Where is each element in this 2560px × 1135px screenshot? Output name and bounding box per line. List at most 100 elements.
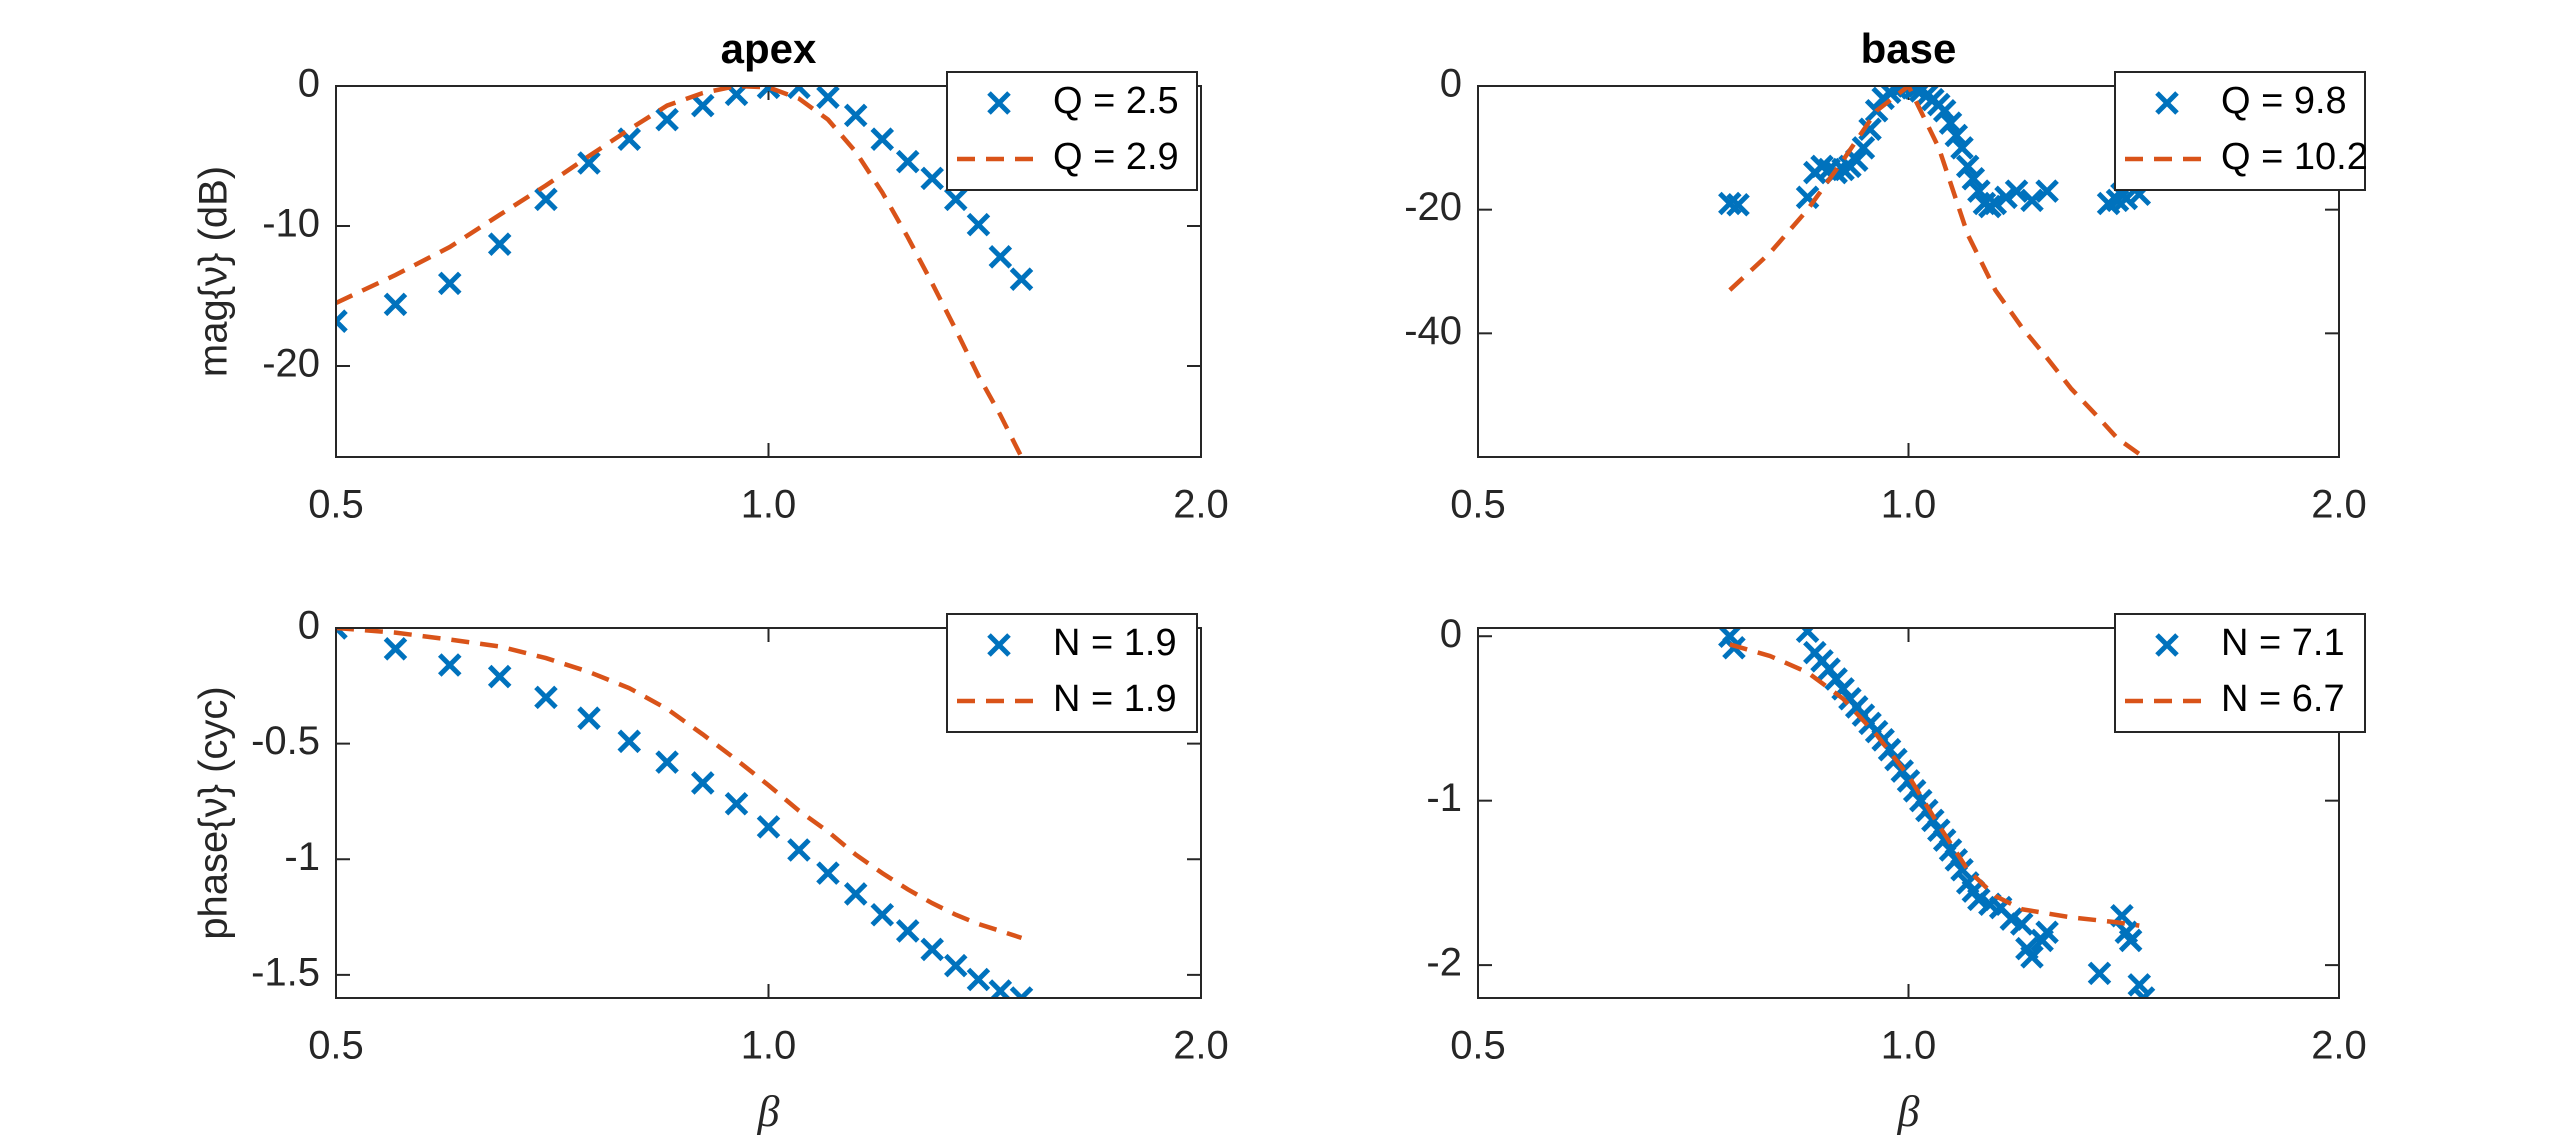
marker [487,232,512,256]
marker [943,953,968,978]
marker [966,212,991,237]
marker [895,149,920,174]
marker [383,637,408,661]
chart-title: apex [721,25,817,72]
marker [2118,928,2143,953]
marker [2127,973,2152,997]
legend-label: N = 1.9 [1053,622,1177,664]
marker [617,729,642,754]
legend-label: Q = 10.2 [2221,136,2368,178]
marker [655,750,679,774]
y-tick-label: -0.5 [251,719,320,763]
marker [895,919,920,943]
plot-area [1718,628,2156,998]
plot-area [1718,86,2152,457]
y-axis-label: phase{ν} (cyc) [192,686,236,939]
marker [870,902,895,927]
marker [2020,188,2044,213]
y-tick-label: 0 [298,604,320,648]
marker [577,706,601,730]
marker [920,166,944,191]
marker [577,151,601,175]
legend-marker [2155,91,2179,115]
marker [487,664,512,689]
marker [2004,179,2029,203]
marker [1950,857,1974,882]
y-tick-label: -10 [262,202,320,246]
axes-box [1477,627,2340,999]
plot-area [336,86,1034,457]
marker [1795,628,1820,644]
legend-label: Q = 9.8 [2221,80,2347,122]
x-tick-label: 1.0 [741,483,797,527]
y-tick-label: -20 [1404,185,1462,229]
line [336,86,1024,457]
marker [336,309,348,333]
x-tick-label: 1.0 [741,1024,797,1068]
marker [1944,123,1969,148]
marker [1967,179,1991,203]
marker [988,245,1013,269]
x-tick-label: 2.0 [2311,1024,2367,1068]
y-tick-label: 0 [298,62,320,106]
line [1728,86,2145,457]
marker [2035,920,2059,944]
marker [1009,267,1034,291]
legend-label: Q = 2.5 [1053,80,1179,122]
marker [843,103,868,128]
plot-area [336,628,1034,998]
marker [756,86,781,100]
legend-box [2114,71,2366,191]
marker [690,771,715,795]
axes-box [335,627,1202,999]
marker [2131,986,2156,998]
y-tick-label: -1 [284,835,320,879]
marker [724,791,749,816]
marker [2114,186,2139,211]
marker [534,187,558,212]
y-axis-label: mag{ν} (dB) [192,166,236,377]
x-axis-label: β [1897,1087,1920,1135]
y-tick-label: -1 [1426,776,1462,820]
marker [2035,179,2059,203]
marker [816,861,840,885]
marker [966,967,991,992]
line [336,628,1023,941]
marker [1955,154,1980,179]
legend-label: Q = 2.9 [1053,136,1179,178]
legend-label: N = 7.1 [2221,622,2345,664]
marker [1932,98,1957,123]
marker [437,271,462,296]
marker [1961,166,1986,191]
x-tick-label: 2.0 [1173,1024,1229,1068]
marker [1726,192,1750,217]
x-tick-label: 0.5 [308,1024,364,1068]
y-tick-label: 0 [1440,612,1462,656]
marker [1858,117,1882,142]
marker [383,292,408,317]
marker [816,86,840,109]
marker [1983,191,2008,216]
marker [534,685,558,710]
x-tick-label: 2.0 [1173,483,1229,527]
x-tick-label: 0.5 [308,483,364,527]
marker [655,107,679,132]
marker [1718,191,1742,216]
marker [943,187,968,212]
marker [2087,961,2112,986]
marker [690,93,715,118]
legend-label: N = 1.9 [1053,678,1177,720]
x-tick-label: 1.0 [1881,483,1937,527]
marker [1009,986,1034,998]
chart-title: base [1861,25,1957,72]
marker [787,838,811,862]
marker [1938,111,1963,135]
marker [756,815,781,839]
y-tick-label: 0 [1440,62,1462,106]
legend-marker [987,633,1011,657]
marker [1950,136,1974,160]
marker [920,937,944,962]
marker [1851,136,1876,160]
axes-box [1477,85,2340,458]
